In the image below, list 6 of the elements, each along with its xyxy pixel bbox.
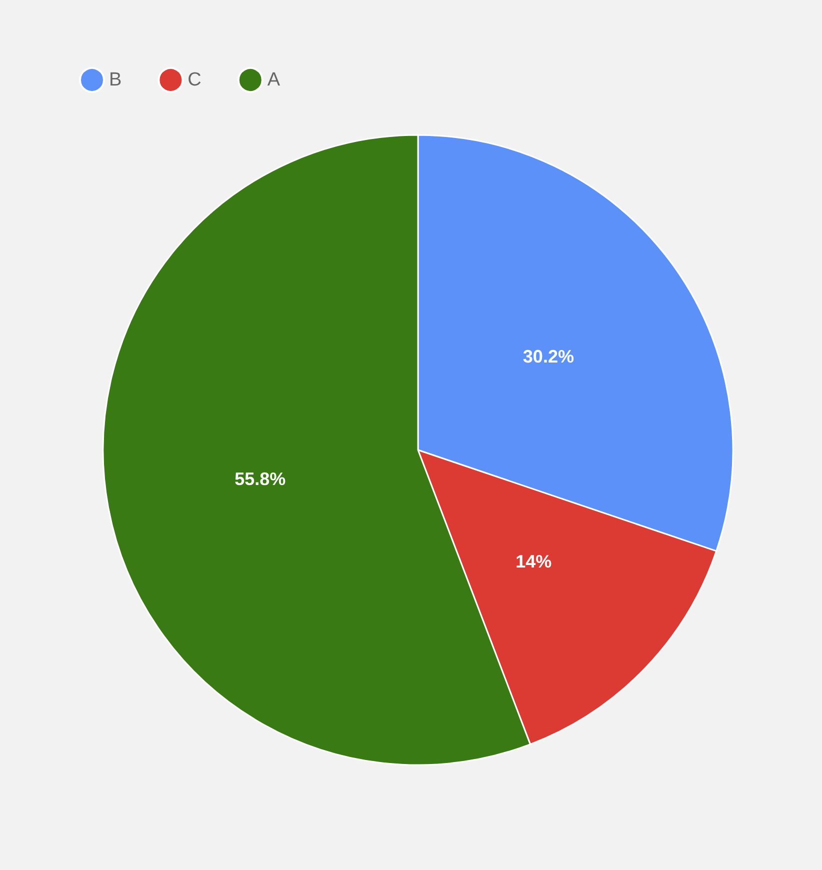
legend-label: A xyxy=(267,70,280,90)
data-label: 30.2% xyxy=(522,346,574,366)
legend-label: B xyxy=(109,70,122,90)
data-label: 55.8% xyxy=(234,469,286,490)
data-label: 14% xyxy=(516,551,552,572)
legend-label: C xyxy=(188,70,202,90)
